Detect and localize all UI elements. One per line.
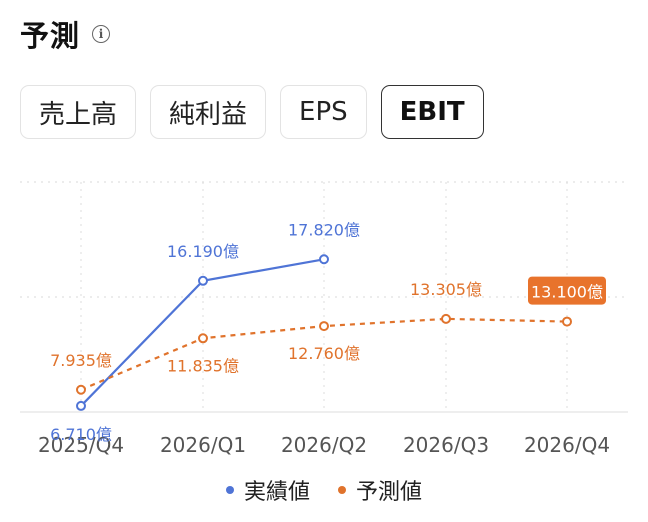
data-label-actual: 17.820億	[288, 220, 360, 239]
x-tick-label: 2026/Q2	[281, 433, 367, 457]
data-point-actual	[319, 254, 329, 265]
data-point-forecast	[441, 313, 451, 324]
data-label-forecast: 13.305億	[410, 280, 482, 299]
legend-item-forecast: 予測値	[338, 474, 422, 506]
data-label-forecast: 12.760億	[288, 344, 360, 363]
data-label-forecast: 11.835億	[167, 356, 239, 375]
data-point-forecast	[198, 333, 208, 344]
legend-dot-forecast	[338, 486, 346, 494]
data-label-highlighted: 13.100億	[531, 283, 603, 302]
data-point-forecast	[562, 316, 572, 327]
x-tick-label: 2026/Q4	[524, 433, 610, 457]
legend-dot-actual	[225, 486, 234, 494]
data-label-actual: 6.710億	[50, 425, 112, 444]
ebit-forecast-chart: 2025/Q4 2026/Q1 2026/Q2 2026/Q3 2026/Q4 6.710…	[20, 181, 628, 457]
section-header: 予測 i	[20, 14, 111, 54]
page-title: 予測	[20, 19, 81, 53]
data-label-actual: 16.190億	[167, 242, 239, 261]
info-circle-icon[interactable]: i	[92, 25, 111, 43]
legend-label-actual: 実績値	[243, 480, 310, 505]
tab-revenue[interactable]: 売上高	[20, 85, 137, 139]
data-point-actual	[76, 400, 86, 411]
data-point-forecast	[76, 384, 86, 395]
legend-item-actual: 実績値	[225, 474, 310, 506]
data-label-forecast: 7.935億	[50, 351, 112, 370]
metric-tabs: 売上高 純利益 EPS EBIT	[20, 85, 498, 139]
tab-ebit[interactable]: EBIT	[380, 85, 484, 139]
x-tick-label: 2026/Q1	[160, 433, 246, 457]
tab-eps[interactable]: EPS	[280, 85, 367, 139]
legend-label-forecast: 予測値	[356, 480, 423, 505]
highlight-badge	[528, 276, 606, 305]
x-tick-label: 2026/Q3	[403, 433, 489, 457]
tab-net-income[interactable]: 純利益	[150, 85, 267, 139]
x-tick-label: 2025/Q4	[38, 433, 124, 457]
data-point-actual	[198, 275, 208, 286]
chart-legend: 実績値 予測値	[0, 474, 648, 506]
data-point-forecast	[319, 321, 329, 332]
